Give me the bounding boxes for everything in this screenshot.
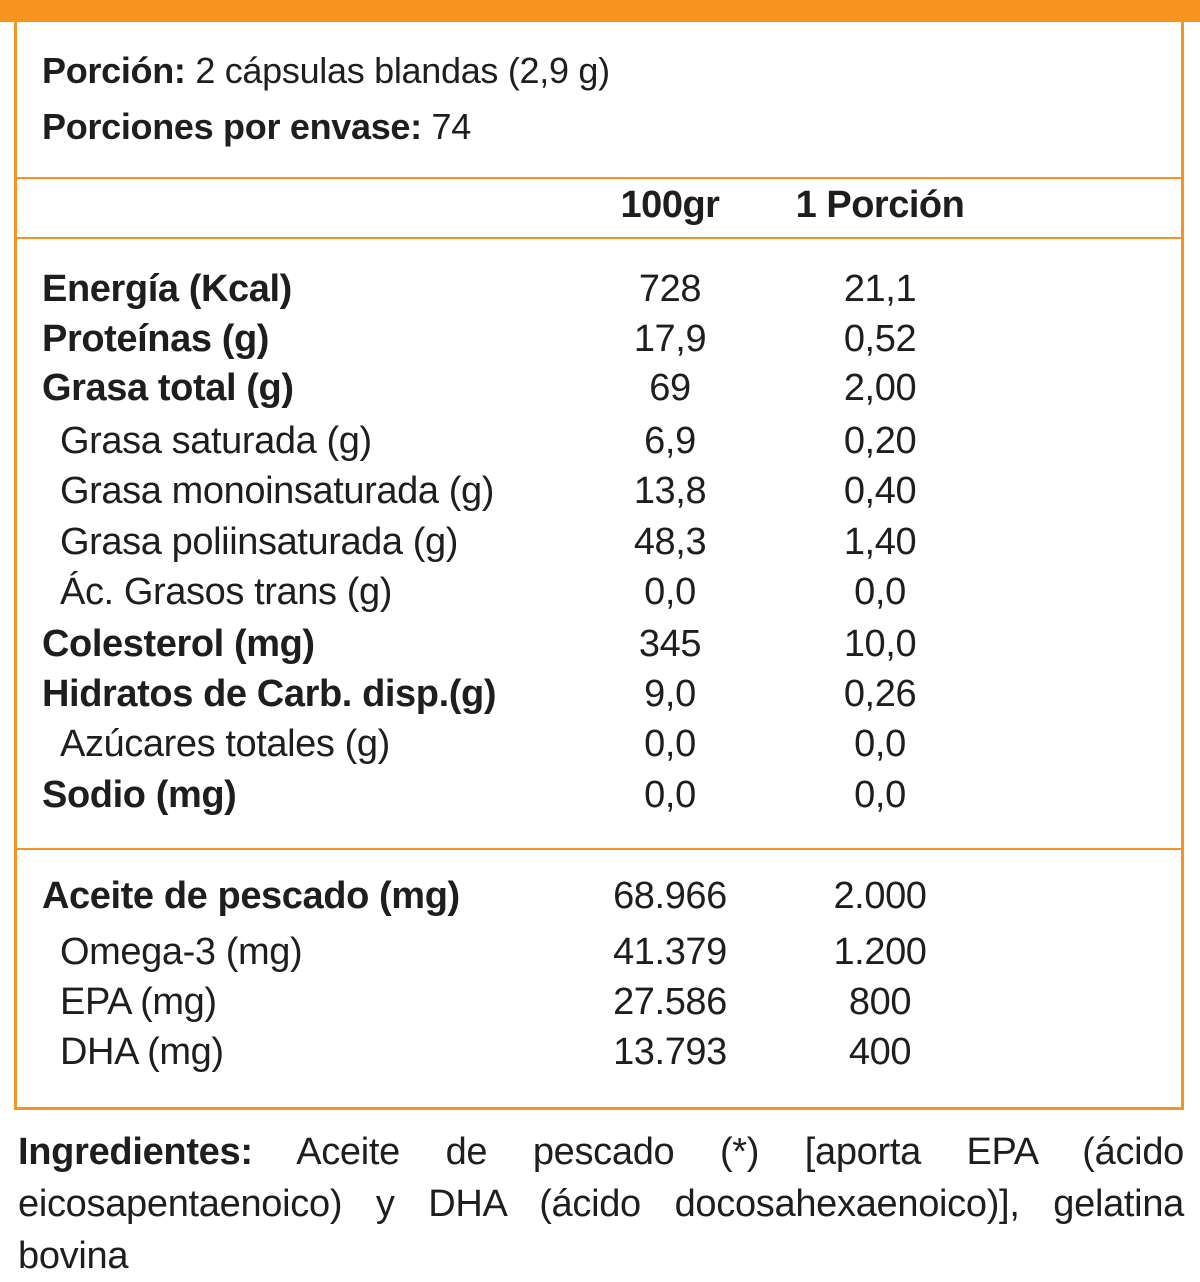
ingredients-text: Ingredientes: Aceite de pescado (*) [apo… [18,1126,1184,1282]
value-per-portion: 400 [848,1031,912,1073]
servings-per-container-value: 74 [431,106,472,147]
value-per-100gr: 27.586 [613,981,727,1023]
servings-per-container-label: Porciones por envase: [42,106,422,147]
nutrient-name: Grasa poliinsaturada (g) [60,521,459,563]
nutrient-name: Colesterol (mg) [42,623,315,665]
column-header-100gr: 100gr [620,184,720,226]
divider-oils [14,848,1184,850]
table-row: Aceite de pescado (mg) 68.966 2.000 [0,875,1200,925]
value-per-portion: 21,1 [843,268,917,310]
table-row: DHA (mg) 13.793 400 [0,1031,1200,1081]
value-per-portion: 10,0 [843,623,917,665]
value-per-100gr: 17,9 [633,318,707,360]
value-per-100gr: 728 [638,268,702,310]
value-per-portion: 0,0 [854,774,906,816]
value-per-portion: 1,40 [843,521,917,563]
table-row: Colesterol (mg) 345 10,0 [0,623,1200,673]
table-row: Proteínas (g) 17,9 0,52 [0,318,1200,368]
value-per-100gr: 0,0 [644,571,696,613]
value-per-portion: 0,40 [843,470,917,512]
table-row: Grasa poliinsaturada (g) 48,3 1,40 [0,521,1200,571]
value-per-portion: 0,0 [854,571,906,613]
nutrient-name: Sodio (mg) [42,774,237,816]
value-per-100gr: 9,0 [644,673,696,715]
divider-header [14,237,1184,239]
serving-size-value: 2 cápsulas blandas (2,9 g) [195,50,610,91]
table-row: Hidratos de Carb. disp.(g) 9,0 0,26 [0,673,1200,723]
value-per-portion: 2.000 [833,875,927,917]
table-row: Grasa monoinsaturada (g) 13,8 0,40 [0,470,1200,520]
table-row: Azúcares totales (g) 0,0 0,0 [0,723,1200,773]
nutrient-name: Hidratos de Carb. disp.(g) [42,673,497,715]
value-per-100gr: 0,0 [644,723,696,765]
value-per-100gr: 13,8 [633,470,707,512]
serving-size-label: Porción: [42,50,186,91]
serving-size-line: Porción: 2 cápsulas blandas (2,9 g) [42,50,610,92]
nutrient-name: Ác. Grasos trans (g) [60,571,392,613]
table-row: Energía (Kcal) 728 21,1 [0,268,1200,318]
value-per-100gr: 69 [649,367,691,409]
nutrient-name: Omega-3 (mg) [60,931,303,973]
table-row: EPA (mg) 27.586 800 [0,981,1200,1031]
nutrition-label-box [14,22,1184,1110]
table-row: Grasa total (g) 69 2,00 [0,367,1200,417]
nutrient-name: Grasa saturada (g) [60,420,372,462]
nutrient-name: Grasa total (g) [42,367,294,409]
table-row: Grasa saturada (g) 6,9 0,20 [0,420,1200,470]
value-per-portion: 0,0 [854,723,906,765]
nutrient-name: Azúcares totales (g) [60,723,390,765]
ingredients-label: Ingredientes: [18,1131,253,1173]
table-row: Ác. Grasos trans (g) 0,0 0,0 [0,571,1200,621]
column-header-portion: 1 Porción [795,184,965,226]
value-per-portion: 1.200 [833,931,927,973]
value-per-100gr: 68.966 [613,875,727,917]
table-row: Omega-3 (mg) 41.379 1.200 [0,931,1200,981]
value-per-100gr: 0,0 [644,774,696,816]
servings-per-container-line: Porciones por envase: 74 [42,106,471,148]
divider-serving [14,177,1184,179]
top-accent-bar [0,0,1200,22]
value-per-100gr: 41.379 [613,931,727,973]
nutrient-name: Aceite de pescado (mg) [42,875,460,917]
value-per-portion: 800 [848,981,912,1023]
value-per-portion: 2,00 [843,367,917,409]
nutrient-name: EPA (mg) [60,981,217,1023]
value-per-portion: 0,20 [843,420,917,462]
nutrient-name: DHA (mg) [60,1031,224,1073]
value-per-portion: 0,26 [843,673,917,715]
value-per-100gr: 48,3 [633,521,707,563]
value-per-100gr: 345 [638,623,702,665]
value-per-portion: 0,52 [843,318,917,360]
value-per-100gr: 13.793 [613,1031,727,1073]
table-row: Sodio (mg) 0,0 0,0 [0,774,1200,824]
nutrient-name: Energía (Kcal) [42,268,292,310]
nutrient-name: Proteínas (g) [42,318,270,360]
nutrient-name: Grasa monoinsaturada (g) [60,470,494,512]
value-per-100gr: 6,9 [644,420,696,462]
